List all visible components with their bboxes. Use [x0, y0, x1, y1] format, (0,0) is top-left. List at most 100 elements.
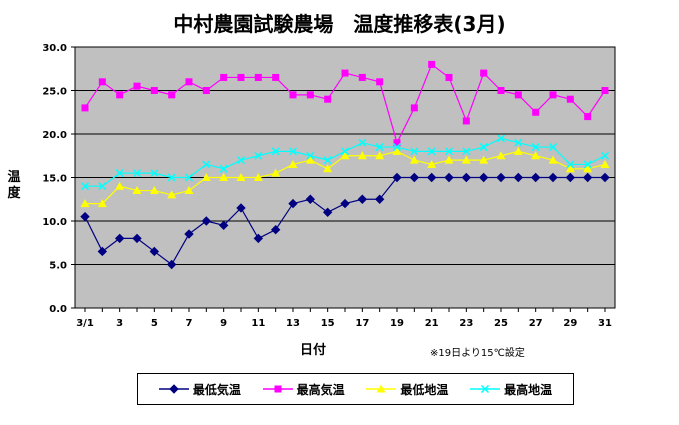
data-point [480, 69, 488, 77]
chart-note: ※19日より15℃設定 [430, 348, 525, 359]
data-point [583, 164, 593, 173]
data-point [184, 186, 194, 195]
data-point [584, 113, 592, 121]
x-tick-label: 7 [186, 318, 193, 329]
data-point [323, 156, 332, 165]
data-point [427, 159, 437, 168]
data-point [548, 155, 558, 164]
data-point [462, 147, 471, 156]
data-point [497, 87, 505, 94]
data-point [184, 173, 194, 182]
data-point [496, 172, 506, 183]
data-point [513, 172, 524, 183]
data-point [496, 134, 506, 143]
legend: 最低気温 最高気温 最低地温 最高地温 [137, 373, 574, 405]
legend-label: 最低地温 [400, 382, 449, 397]
data-point [461, 155, 471, 164]
data-point [271, 147, 280, 156]
data-point [392, 172, 402, 183]
data-point [305, 155, 315, 164]
data-point [583, 160, 592, 169]
y-tick-label: 15.0 [42, 174, 67, 185]
legend-marker [274, 385, 282, 393]
y-tick-label: 30.0 [42, 43, 67, 54]
series-3 [80, 146, 610, 208]
series-4 [80, 134, 610, 191]
series-1 [80, 172, 610, 270]
x-tick-label: 25 [494, 318, 508, 329]
data-point [150, 87, 158, 94]
data-point [80, 211, 90, 222]
data-point [549, 91, 557, 99]
data-point [358, 73, 366, 81]
data-point [185, 78, 193, 86]
data-point [514, 91, 522, 99]
data-point [374, 194, 385, 204]
legend-label: 最低気温 [192, 382, 241, 397]
data-point [236, 203, 246, 213]
data-point [132, 169, 142, 178]
data-point [116, 91, 124, 99]
data-point [600, 151, 610, 160]
data-point [531, 151, 541, 160]
data-point [270, 224, 281, 235]
data-point [566, 95, 574, 103]
data-point [392, 146, 402, 155]
data-point [167, 173, 176, 182]
data-point [340, 198, 350, 209]
x-tick-label: 5 [151, 318, 158, 329]
data-point [288, 198, 298, 209]
x-tick-label: 29 [563, 318, 577, 329]
data-point [376, 78, 384, 86]
data-point [531, 143, 540, 152]
legend-item: 最高地温 [470, 381, 552, 398]
data-point [253, 173, 263, 181]
data-point [444, 155, 454, 164]
x-axis-label: 日付 [300, 343, 327, 358]
data-point [565, 164, 575, 173]
data-point [184, 229, 194, 239]
data-point [306, 91, 314, 99]
data-point [288, 159, 298, 168]
data-point [115, 169, 124, 178]
data-point [288, 147, 298, 156]
series-2 [81, 60, 609, 147]
x-tick-label: 3 [116, 318, 123, 329]
data-point [340, 151, 350, 160]
data-point [496, 151, 506, 160]
x-tick-label: 13 [286, 318, 300, 329]
data-point [462, 117, 470, 125]
legend-swatch [262, 385, 293, 393]
data-point [166, 259, 177, 270]
legend-label: 最高気温 [296, 382, 345, 397]
legend-swatch [470, 384, 501, 394]
data-point [426, 172, 437, 183]
data-point [445, 73, 453, 81]
data-point [167, 190, 177, 199]
legend-marker [169, 384, 179, 394]
data-point [392, 143, 402, 152]
data-point [548, 172, 558, 183]
legend-label: 最高地温 [504, 382, 553, 397]
x-tick-label: 21 [425, 318, 439, 329]
data-point [478, 172, 489, 183]
data-point [409, 172, 420, 183]
data-point [202, 160, 211, 169]
data-point [98, 182, 107, 191]
data-point [479, 155, 489, 164]
data-point [444, 172, 454, 183]
legend-marker [376, 384, 386, 393]
legend-swatch [366, 384, 397, 393]
chart-title: 中村農園試験農場 温度推移表(3月) [173, 12, 506, 36]
data-point [358, 138, 367, 147]
data-point [566, 160, 575, 169]
data-point [514, 138, 523, 147]
data-point [357, 151, 367, 160]
data-point [444, 147, 454, 156]
data-point [324, 95, 332, 103]
data-point [254, 73, 262, 81]
data-point [201, 173, 211, 181]
y-tick-label: 5.0 [49, 261, 67, 272]
x-tick-label: 19 [390, 318, 404, 329]
data-point [565, 172, 576, 183]
